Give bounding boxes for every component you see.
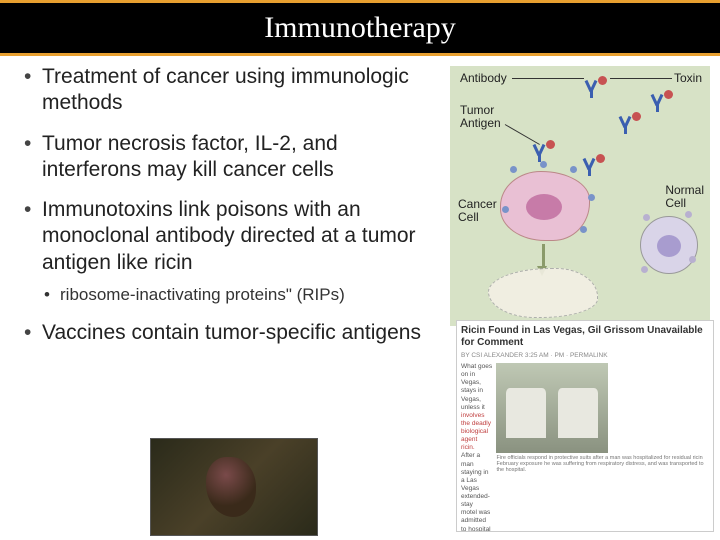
ricin-plant-image — [150, 438, 318, 536]
label-toxin: Toxin — [674, 72, 702, 85]
toxin-icon — [596, 154, 605, 163]
article-text: What goes on in Vegas, stays in Vegas, u… — [461, 363, 492, 532]
antigen-stud — [685, 211, 692, 218]
content: Treatment of cancer using immunologic me… — [0, 56, 720, 360]
bullet-text: Vaccines contain tumor-specific antigens — [42, 321, 421, 344]
antibody-icon — [584, 80, 598, 98]
sub-list: ribosome-inactivating proteins" (RIPs) — [42, 284, 432, 306]
label-tumor-antigen: Tumor Antigen — [460, 104, 501, 130]
label-normal-cell: Normal Cell — [665, 184, 704, 210]
article-meta: BY CSI ALEXANDER 3:25 AM · PM · PERMALIN… — [461, 352, 709, 359]
antigen-stud — [510, 166, 517, 173]
article-line: motel was admitted to hospital suffering… — [461, 509, 492, 532]
normal-cell-shape — [640, 216, 698, 274]
article-photo-col: Fire officials respond in protective sui… — [496, 363, 709, 532]
antigen-stud — [689, 256, 696, 263]
toxin-icon — [598, 76, 607, 85]
list-item: Treatment of cancer using immunologic me… — [20, 64, 432, 117]
list-item: Immunotoxins link poisons with an monocl… — [20, 197, 432, 306]
antigen-stud — [588, 194, 595, 201]
pointer-line — [505, 124, 540, 145]
pointer-line — [512, 78, 584, 79]
article-line: involves the deadly biological agent ric… — [461, 412, 492, 453]
antigen-stud — [540, 161, 547, 168]
article-photo — [496, 363, 608, 453]
title-bar: Immunotherapy — [0, 0, 720, 56]
list-item: Vaccines contain tumor-specific antigens — [20, 320, 432, 346]
antigen-stud — [580, 226, 587, 233]
page-title: Immunotherapy — [264, 11, 456, 45]
antigen-stud — [570, 166, 577, 173]
label-cancer-cell: Cancer Cell — [458, 198, 497, 224]
toxin-icon — [546, 140, 555, 149]
article-body: What goes on in Vegas, stays in Vegas, u… — [461, 363, 709, 532]
diagram-column: Antibody Toxin Tumor Antigen Cancer Cell… — [440, 64, 720, 360]
antibody-icon — [650, 94, 664, 112]
toxin-icon — [632, 112, 641, 121]
news-article: Ricin Found in Las Vegas, Gil Grissom Un… — [456, 320, 714, 532]
nucleus-shape — [526, 194, 562, 220]
cancer-cell-shape — [500, 171, 590, 241]
label-antibody: Antibody — [460, 72, 507, 85]
article-line: After a man staying in a Las Vegas exten… — [461, 452, 492, 509]
antigen-stud — [643, 214, 650, 221]
list-item: ribosome-inactivating proteins" (RIPs) — [42, 284, 432, 306]
antigen-stud — [502, 206, 509, 213]
list-item: Tumor necrosis factor, IL-2, and interfe… — [20, 131, 432, 184]
antibody-icon — [618, 116, 632, 134]
article-line: What goes on in Vegas, stays in Vegas, u… — [461, 363, 492, 412]
antibody-icon — [532, 144, 546, 162]
dead-cell-shape — [488, 268, 598, 318]
toxin-icon — [664, 90, 673, 99]
bullet-text: ribosome-inactivating proteins" (RIPs) — [60, 285, 345, 304]
article-caption: Fire officials respond in protective sui… — [496, 455, 709, 473]
article-headline: Ricin Found in Las Vegas, Gil Grissom Un… — [461, 325, 709, 348]
bullet-column: Treatment of cancer using immunologic me… — [0, 64, 440, 360]
bullet-list: Treatment of cancer using immunologic me… — [20, 64, 432, 346]
nucleus-shape — [657, 235, 681, 257]
antibody-icon — [582, 158, 596, 176]
pointer-line — [610, 78, 672, 79]
bullet-text: Tumor necrosis factor, IL-2, and interfe… — [42, 132, 338, 181]
bullet-text: Immunotoxins link poisons with an monocl… — [42, 198, 416, 274]
immunotoxin-diagram: Antibody Toxin Tumor Antigen Cancer Cell… — [450, 66, 710, 326]
antigen-stud — [641, 266, 648, 273]
bullet-text: Treatment of cancer using immunologic me… — [42, 65, 409, 114]
arrow-stem — [542, 244, 545, 268]
